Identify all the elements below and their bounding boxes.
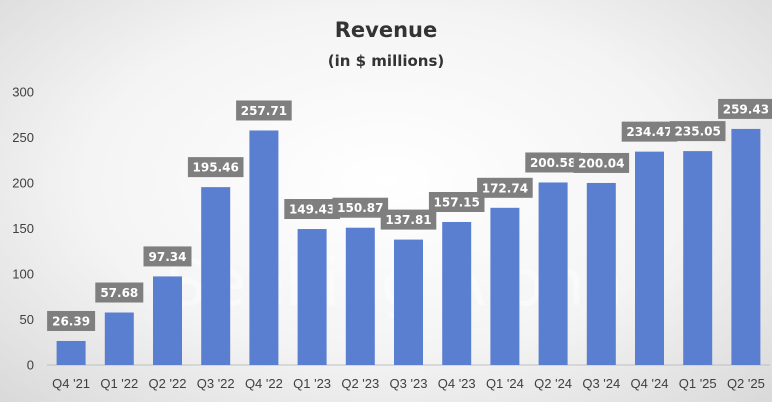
data-label-box (380, 209, 437, 230)
data-label-box (187, 157, 244, 178)
y-tick-label: 100 (12, 267, 34, 282)
x-tick-label: Q2 '22 (149, 376, 187, 391)
bar (201, 187, 231, 365)
bar-series (56, 128, 761, 365)
x-tick-label: Q1 '24 (486, 376, 524, 391)
y-tick-label: 150 (12, 221, 34, 236)
data-label: 235.05 (675, 125, 721, 139)
data-label-box (669, 121, 726, 142)
data-label: 195.46 (193, 161, 239, 175)
bar (153, 276, 182, 365)
data-label: 149.43 (289, 203, 335, 217)
bar (345, 227, 375, 365)
data-label: 150.87 (337, 201, 383, 215)
y-tick-label: 50 (20, 312, 34, 327)
bar (442, 221, 472, 365)
x-tick-label: Q2 '25 (727, 376, 765, 391)
y-tick-label: 200 (12, 176, 34, 191)
data-label: 234.47 (626, 125, 672, 139)
data-label: 137.81 (385, 213, 431, 227)
data-label-box (236, 100, 292, 121)
data-label: 97.34 (149, 250, 187, 264)
bar (683, 151, 713, 365)
data-label-box (718, 98, 772, 119)
bar (394, 239, 423, 365)
data-label-box (95, 282, 144, 303)
data-label-box (525, 152, 581, 173)
data-label: 200.58 (530, 156, 576, 170)
bar (538, 182, 568, 365)
bar (635, 151, 664, 365)
x-tick-label: Q2 '23 (341, 376, 379, 391)
y-tick-label: 0 (27, 358, 34, 373)
x-tick-label: Q1 '23 (293, 376, 331, 391)
bar (249, 130, 279, 365)
bar (586, 182, 616, 365)
data-label: 26.39 (52, 314, 90, 328)
bar (490, 207, 520, 365)
x-tick-label: Q2 '24 (534, 376, 572, 391)
data-label-box (477, 177, 533, 198)
bar (56, 340, 86, 365)
data-label: 257.71 (241, 104, 287, 118)
y-axis: 0 50 100 150 200 250 300 (12, 85, 34, 373)
data-label-box (573, 152, 630, 173)
x-tick-label: Q4 '22 (245, 376, 283, 391)
data-label: 157.15 (434, 195, 480, 209)
x-tick-label: Q4 '24 (631, 376, 669, 391)
x-tick-label: Q4 '21 (52, 376, 90, 391)
x-tick-label: Q3 '22 (197, 376, 235, 391)
data-label-box (428, 191, 485, 212)
data-label-box (284, 199, 340, 220)
x-tick-label: Q3 '23 (390, 376, 428, 391)
data-label-box (143, 246, 192, 267)
x-tick-label: Q3 '24 (582, 376, 620, 391)
bar (104, 312, 134, 365)
data-label: 57.68 (100, 286, 138, 300)
chart-title: Revenue (335, 18, 438, 42)
data-label: 172.74 (482, 181, 528, 195)
data-label-box (47, 310, 96, 331)
bar (297, 229, 327, 365)
x-axis: Q4 '21 Q1 '22 Q2 '22 Q3 '22 Q4 '22 Q1 '23 Q2 '… (52, 376, 765, 391)
y-tick-label: 300 (12, 85, 34, 100)
data-label-box (332, 197, 389, 218)
x-tick-label: Q1 '25 (679, 376, 717, 391)
data-label: 200.04 (578, 156, 624, 170)
y-tick-label: 250 (12, 130, 34, 145)
chart-subtitle: (in $ millions) (328, 52, 445, 70)
x-tick-label: Q4 '23 (438, 376, 476, 391)
x-tick-label: Q1 '22 (100, 376, 138, 391)
bar (731, 128, 761, 365)
data-label-box (621, 121, 678, 142)
data-label: 259.43 (723, 102, 769, 116)
